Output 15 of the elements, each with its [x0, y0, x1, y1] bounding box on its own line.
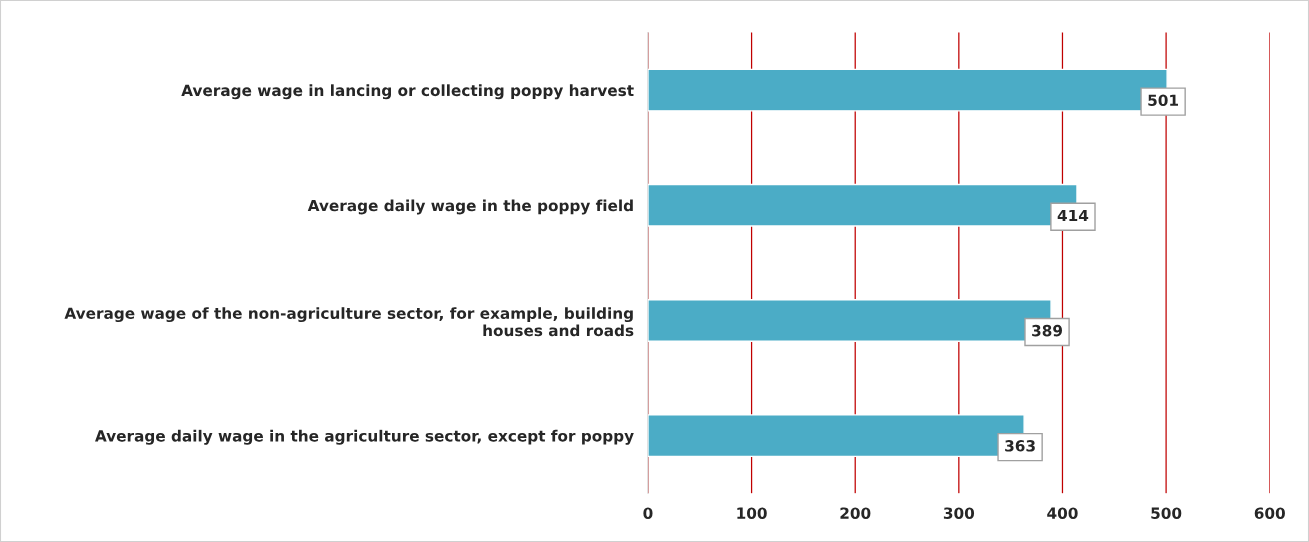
x-tick-label: 300 — [943, 507, 975, 519]
x-tick-label: 0 — [643, 507, 653, 519]
data-label: 414 — [1057, 209, 1089, 222]
x-tick-label: 200 — [840, 507, 871, 519]
data-label: 501 — [1148, 94, 1178, 107]
data-label: 363 — [1005, 440, 1035, 452]
x-tick-label: 600 — [1254, 507, 1285, 519]
data-label: 389 — [1032, 324, 1063, 337]
y-tick-label: Average wage of the non-agriculture sector, for example, building houses and roads — [64, 307, 634, 337]
y-tick-label: Average daily wage in the agriculture sector, except for poppy — [95, 429, 634, 445]
x-tick-label: 400 — [1047, 507, 1078, 519]
y-tick-label: Average daily wage in the poppy field — [307, 199, 633, 215]
x-tick-label: 100 — [737, 507, 767, 519]
x-tick-label: 500 — [1151, 507, 1182, 519]
y-tick-label: Average wage in lancing or collecting poppy harvest — [181, 84, 634, 100]
